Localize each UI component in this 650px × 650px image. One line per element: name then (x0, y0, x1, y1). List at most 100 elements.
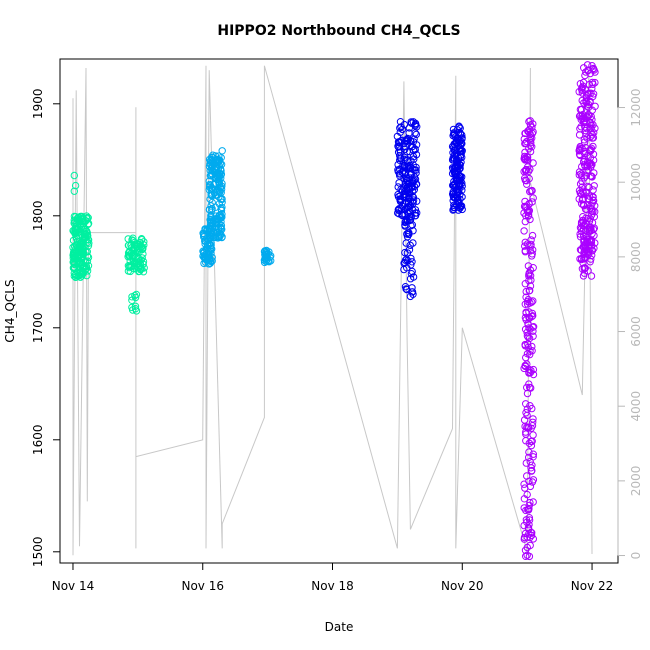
data-point (400, 155, 408, 164)
data-point (70, 171, 79, 180)
data-point (591, 78, 599, 87)
data-point (70, 264, 79, 273)
flight-track (72, 65, 593, 556)
data-point (589, 142, 597, 151)
data-point (71, 181, 80, 190)
data-point (582, 97, 590, 105)
data-point (526, 368, 535, 377)
data-point (202, 250, 211, 259)
data-point (76, 220, 85, 228)
data-point (523, 490, 531, 499)
data-point (526, 498, 534, 507)
data-point (206, 195, 214, 203)
data-point (139, 268, 148, 276)
data-point (406, 275, 415, 283)
data-point (458, 186, 466, 195)
data-point (403, 137, 411, 146)
data-point (525, 324, 533, 332)
data-point (401, 218, 409, 227)
data-point (526, 286, 534, 295)
y2-tick-label: 8000 (629, 242, 643, 273)
data-point (79, 267, 87, 275)
data-point (402, 216, 411, 225)
data-point (454, 162, 463, 171)
data-point (84, 219, 93, 228)
data-point (205, 177, 214, 185)
data-point (584, 103, 593, 112)
data-point (521, 129, 530, 138)
data-point (134, 263, 143, 271)
data-point (578, 96, 586, 105)
data-point (577, 190, 586, 199)
data-point (521, 247, 529, 255)
x-axis-label: Date (325, 620, 354, 634)
data-point (526, 247, 534, 255)
data-point (525, 448, 533, 456)
data-point (396, 146, 404, 154)
data-point (400, 192, 408, 201)
y-tick-label: 1900 (31, 89, 45, 120)
data-point (413, 197, 421, 205)
data-point (580, 264, 589, 272)
data-point (134, 246, 143, 254)
data-point (401, 283, 410, 291)
data-point (522, 137, 531, 146)
data-point (396, 128, 404, 136)
data-point (131, 302, 140, 310)
data-point (575, 131, 584, 139)
data-point (81, 231, 90, 239)
data-point (527, 437, 535, 446)
data-point (522, 400, 530, 408)
data-point (579, 216, 587, 225)
data-point (406, 174, 414, 182)
data-point (410, 173, 419, 181)
data-point (449, 131, 457, 140)
data-point (529, 418, 537, 426)
data-point (580, 64, 588, 72)
data-point (585, 111, 593, 120)
y2-tick-label: 6000 (629, 316, 643, 347)
data-point (410, 186, 418, 194)
data-point (401, 248, 409, 257)
data-point (412, 130, 420, 139)
data-point (199, 229, 207, 237)
data-point (458, 140, 466, 148)
data-point (521, 484, 529, 492)
data-point (525, 514, 533, 522)
data-point (525, 314, 533, 322)
data-point (405, 203, 413, 211)
data-point (522, 287, 530, 296)
data-point (528, 342, 536, 351)
data-point (526, 137, 534, 145)
data-point (587, 272, 596, 280)
data-point (406, 212, 414, 221)
chart-title: HIPPO2 Northbound CH4_QCLS (217, 23, 460, 39)
data-point (529, 159, 537, 167)
data-point (211, 225, 220, 234)
data-point (265, 258, 273, 266)
data-point (131, 305, 140, 313)
data-point (135, 262, 144, 270)
data-point (206, 259, 215, 267)
data-point (218, 179, 226, 188)
y2-tick-label: 2000 (629, 466, 643, 497)
data-point (407, 270, 416, 278)
data-point (199, 252, 207, 260)
data-point (205, 162, 214, 171)
data-point (584, 250, 593, 259)
x-axis: Nov 14 Nov 16 Nov 18 Nov 20 Nov 22 (52, 562, 613, 593)
data-point (529, 453, 537, 461)
data-point (455, 122, 463, 130)
data-point (524, 208, 532, 217)
data-point (521, 166, 530, 174)
series-0 (69, 171, 148, 315)
data-point (589, 193, 597, 201)
data-point (579, 78, 588, 87)
data-point (213, 171, 221, 180)
data-point (210, 181, 218, 189)
data-point (131, 293, 140, 302)
data-point (527, 384, 535, 392)
data-point (528, 198, 536, 206)
data-point (215, 220, 223, 228)
